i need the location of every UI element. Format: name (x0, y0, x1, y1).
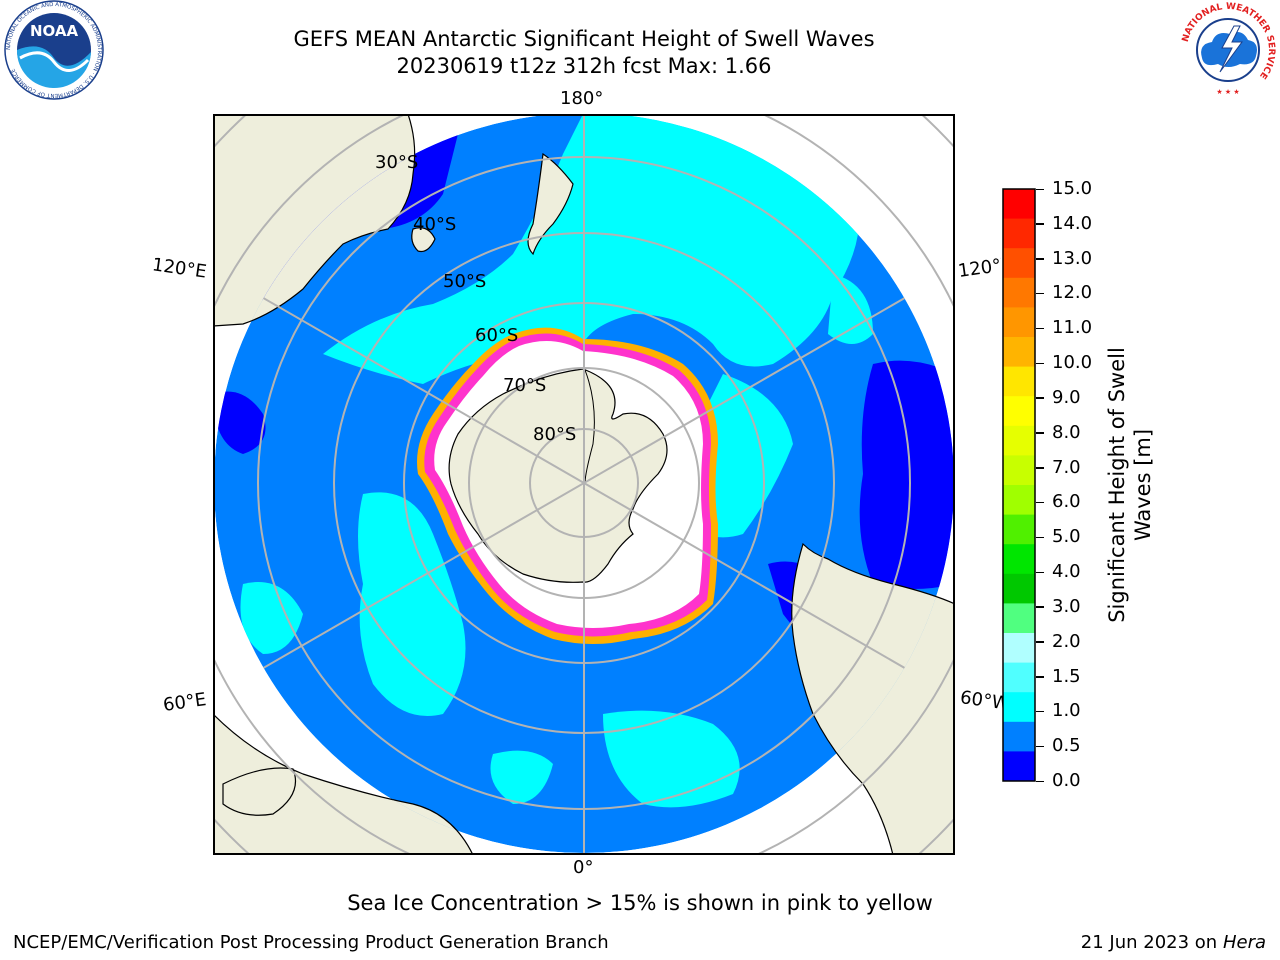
colorbar-tick-mark (1036, 536, 1044, 539)
moderate-swell-patch (828, 274, 873, 344)
noaa-logo: NATIONAL OCEANIC AND ATMOSPHERIC ADMINIS… (4, 0, 104, 100)
colorbar-tick-mark (1036, 641, 1044, 643)
colorbar-segment (1003, 633, 1035, 664)
chart-subtitle: 20230619 t12z 312h fcst Max: 1.66 (396, 54, 772, 78)
chart-title: GEFS MEAN Antarctic Significant Height o… (293, 27, 875, 51)
colorbar-tick-label: 3.0 (1052, 595, 1081, 617)
colorbar-segment (1003, 751, 1035, 782)
colorbar-segment (1003, 692, 1035, 723)
lon-label-0: 0° (573, 857, 594, 878)
colorbar-tick-mark (1036, 571, 1044, 574)
colorbar-label: Significant Height of Swell Waves [m] (1104, 347, 1156, 623)
colorbar-tick-label: 6.0 (1052, 491, 1081, 513)
noaa-logo-text: NOAA (30, 22, 79, 40)
colorbar-tick-mark (1036, 710, 1044, 713)
tasmania (411, 227, 436, 253)
colorbar-segment (1003, 485, 1035, 516)
sea-ice-note: Sea Ice Concentration > 15% is shown in … (0, 891, 1280, 915)
colorbar-tick-label: 10.0 (1052, 352, 1093, 374)
sea-ice-note-text: Sea Ice Concentration > 15% is shown in … (347, 891, 933, 915)
colorbar-segment (1003, 218, 1035, 249)
colorbar-tick-label: 14.0 (1052, 212, 1093, 234)
colorbar-segment (1003, 514, 1035, 545)
colorbar-tick-mark (1036, 223, 1044, 225)
colorbar (1002, 188, 1036, 782)
colorbar-tick-label: 13.0 (1052, 247, 1093, 269)
lat-label-60s: 60°S (475, 325, 518, 346)
lat-label-40s: 40°S (413, 214, 456, 235)
lat-label-80s: 80°S (533, 424, 576, 445)
lon-label-120w: 120°W (956, 255, 1004, 282)
lon-label-180: 180° (560, 88, 604, 109)
polar-map: 30°S 40°S 50°S 60°S 70°S 80°S (213, 114, 955, 855)
colorbar-frame (1002, 188, 1036, 782)
lat-label-70s: 70°S (503, 375, 546, 396)
lon-label-60e: 60°E (161, 689, 208, 716)
footer-date-text: 21 Jun 2023 on (1080, 932, 1218, 953)
map-frame (213, 114, 955, 855)
colorbar-segment (1003, 307, 1035, 338)
colorbar-tick-mark (1036, 258, 1044, 260)
ross-ice-shelf (584, 369, 595, 484)
colorbar-segment (1003, 248, 1035, 279)
colorbar-segment (1003, 662, 1035, 693)
colorbar-tick-mark (1036, 188, 1044, 190)
colorbar-segment (1003, 544, 1035, 575)
moderate-swell-patch (240, 582, 303, 654)
colorbar-tick-label: 1.5 (1052, 665, 1081, 687)
colorbar-segment (1003, 277, 1035, 308)
colorbar-tick-mark (1036, 780, 1044, 782)
colorbar-tick-mark (1036, 397, 1044, 399)
colorbar-label-line1: Significant Height of Swell (1105, 347, 1129, 623)
colorbar-tick-label: 0.5 (1052, 735, 1081, 757)
very-low-swell-patch (214, 391, 266, 454)
colorbar-tick-label: 8.0 (1052, 421, 1081, 443)
moderate-swell-patch (358, 492, 466, 716)
colorbar-tick-label: 1.0 (1052, 700, 1081, 722)
colorbar-tick-label: 7.0 (1052, 456, 1081, 478)
very-low-swell-patch (859, 360, 954, 589)
colorbar-tick-mark (1036, 606, 1044, 608)
footer-date: 21 Jun 2023 on Hera (1081, 932, 1266, 953)
colorbar-tick-mark (1036, 676, 1044, 678)
colorbar-segment (1003, 425, 1035, 456)
nws-stars: ★ ★ ★ (1216, 88, 1239, 96)
colorbar-segment (1003, 366, 1035, 397)
moderate-swell-patch (603, 710, 740, 808)
colorbar-segment (1003, 189, 1035, 220)
lat-label-50s: 50°S (443, 271, 486, 292)
colorbar-tick-label: 5.0 (1052, 526, 1081, 548)
colorbar-segment (1003, 455, 1035, 486)
lon-label-60w: 60°W (958, 687, 1006, 714)
colorbar-tick-label: 2.0 (1052, 630, 1081, 652)
colorbar-tick-mark (1036, 292, 1044, 295)
moderate-swell-patch (490, 750, 553, 804)
new-zealand (527, 152, 574, 256)
colorbar-tick-label: 4.0 (1052, 561, 1081, 583)
colorbar-tick-mark (1036, 467, 1044, 469)
colorbar-tick-label: 15.0 (1052, 178, 1093, 199)
madagascar (222, 767, 297, 816)
colorbar-tick-label: 9.0 (1052, 386, 1081, 408)
colorbar-tick-label: 11.0 (1052, 317, 1093, 339)
lon-label-120e: 120°E (150, 254, 208, 283)
footer-credit: NCEP/EMC/Verification Post Processing Pr… (13, 932, 609, 953)
colorbar-tick-mark (1036, 327, 1044, 330)
colorbar-tick-mark (1036, 362, 1044, 365)
moderate-swell-patch (323, 114, 860, 384)
colorbar-tick-mark (1036, 432, 1044, 434)
colorbar-label-line2: Waves [m] (1131, 428, 1155, 542)
lat-label-30s: 30°S (375, 152, 418, 173)
colorbar-segment (1003, 396, 1035, 427)
colorbar-tick-label: 12.0 (1052, 282, 1093, 304)
colorbar-tick-mark (1036, 745, 1044, 748)
nws-logo: NATIONAL WEATHER SERVICE ★ ★ ★ (1180, 2, 1276, 98)
colorbar-segment (1003, 721, 1035, 752)
footer-host: Hera (1222, 932, 1266, 953)
colorbar-segment (1003, 337, 1035, 368)
colorbar-tick-mark (1036, 501, 1044, 504)
colorbar-tick-label: 0.0 (1052, 770, 1081, 791)
colorbar-segment (1003, 603, 1035, 634)
colorbar-segment (1003, 573, 1035, 604)
